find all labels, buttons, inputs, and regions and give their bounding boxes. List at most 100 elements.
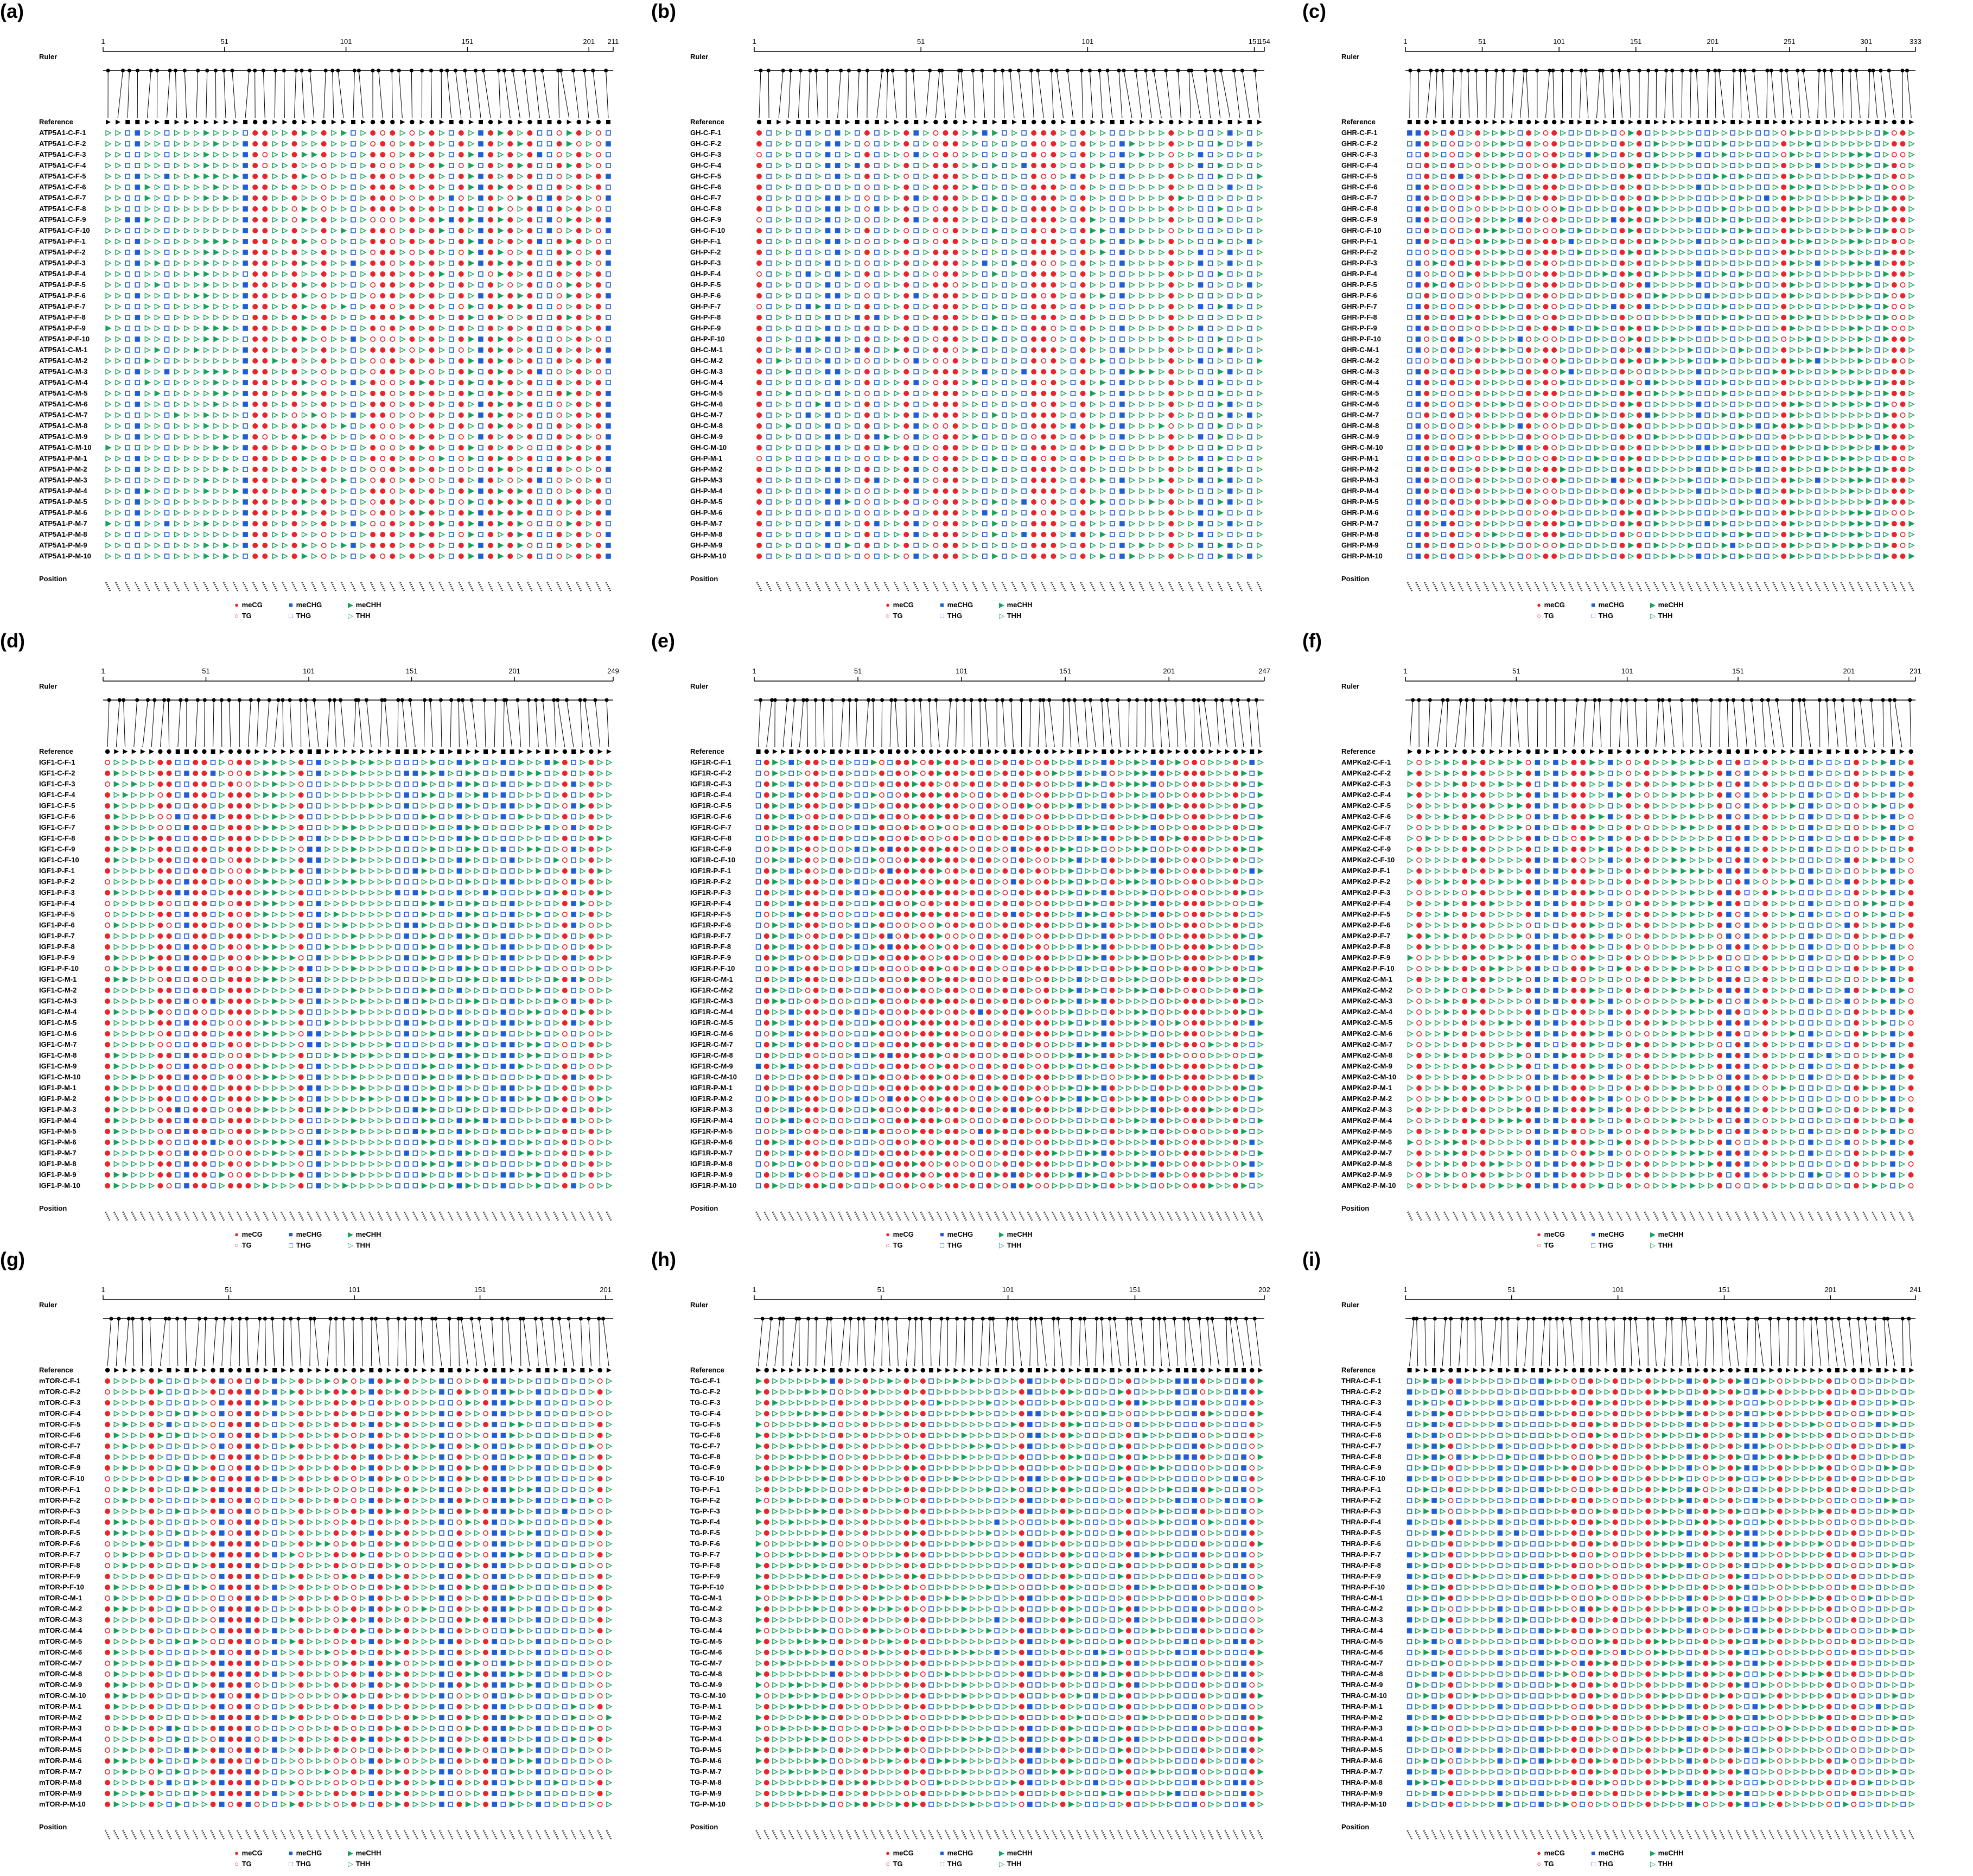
site-chg-unmethylated — [478, 380, 483, 385]
site-chh-unmethylated — [1060, 151, 1067, 158]
site-dot — [1435, 68, 1439, 73]
site-cg-methylated — [943, 401, 949, 407]
site-chh-methylated — [203, 292, 210, 299]
site-cg-methylated — [291, 455, 297, 461]
sample-row-label: ATP5A1-C-M-2 — [39, 357, 87, 365]
site-chh-unmethylated — [194, 227, 200, 234]
site-cg-unmethylated — [933, 336, 939, 342]
site-cg-methylated — [380, 173, 386, 179]
site-chh-methylated — [144, 217, 151, 223]
site-chh-methylated — [1100, 477, 1106, 484]
site-cg-methylated — [252, 531, 258, 537]
site-chh-unmethylated — [183, 303, 190, 310]
site-chg-unmethylated — [805, 260, 811, 266]
site-chh-unmethylated — [1188, 173, 1194, 180]
site-chh-unmethylated — [786, 466, 792, 473]
site-chg-unmethylated — [546, 423, 552, 429]
sample-row — [756, 347, 1263, 353]
reference-site — [816, 119, 821, 125]
site-chh-unmethylated — [962, 303, 969, 310]
site-chh-unmethylated — [815, 531, 822, 538]
site-dot — [1670, 68, 1675, 73]
site-chh-unmethylated — [972, 401, 979, 408]
site-chg-methylated — [1119, 412, 1125, 418]
reference-site — [341, 119, 346, 125]
position-mark — [340, 582, 347, 592]
site-chg-unmethylated — [537, 532, 543, 537]
site-cg-methylated — [903, 162, 909, 168]
site-chg-unmethylated — [982, 543, 988, 548]
reference-site — [1179, 119, 1184, 125]
site-chg-methylated — [1227, 412, 1233, 418]
site-chh-unmethylated — [923, 520, 930, 527]
site-chh-unmethylated — [1060, 195, 1067, 201]
site-chh-unmethylated — [923, 303, 930, 310]
site-chh-unmethylated — [301, 520, 308, 527]
site-chh-unmethylated — [341, 390, 347, 397]
position-mark — [962, 582, 968, 592]
site-chh-methylated — [517, 292, 524, 299]
site-chg-unmethylated — [855, 174, 860, 179]
site-chg-unmethylated — [874, 250, 880, 255]
site-chh-methylated — [1090, 499, 1097, 505]
site-chh-unmethylated — [115, 162, 122, 169]
site-chh-unmethylated — [962, 553, 969, 559]
site-cg-methylated — [252, 325, 258, 331]
site-chg-unmethylated — [766, 369, 772, 374]
site-chh-unmethylated — [194, 162, 200, 169]
reference-site — [874, 120, 879, 124]
site-cg-unmethylated — [390, 195, 396, 201]
site-chh-unmethylated — [1237, 477, 1244, 484]
site-chg-methylated — [606, 141, 611, 147]
site-chh-methylated — [272, 358, 278, 364]
sample-row — [756, 173, 1263, 180]
site-cg-methylated — [507, 141, 513, 147]
site-chh-unmethylated — [1188, 292, 1194, 299]
site-chh-methylated — [884, 434, 890, 440]
site-chh-unmethylated — [272, 260, 278, 266]
site-cg-unmethylated — [409, 195, 415, 201]
site-chh-methylated — [1217, 379, 1224, 386]
site-chh-methylated — [566, 520, 573, 527]
site-dot — [453, 68, 457, 73]
site-chh-unmethylated — [962, 141, 969, 147]
site-chg-methylated — [478, 402, 483, 407]
site-cg-methylated — [933, 531, 939, 537]
site-chg-methylated — [478, 174, 483, 179]
site-cg-methylated — [1041, 217, 1047, 222]
site-cg-unmethylated — [864, 217, 870, 222]
site-cg-unmethylated — [1041, 292, 1047, 298]
site-chh-methylated — [213, 249, 220, 256]
site-chh-unmethylated — [786, 282, 792, 288]
site-chg-unmethylated — [1207, 250, 1213, 255]
site-chg-unmethylated — [537, 412, 543, 418]
site-cg-methylated — [527, 130, 533, 136]
site-chg-unmethylated — [1227, 174, 1233, 179]
site-chh-unmethylated — [233, 184, 239, 190]
site-chg-unmethylated — [243, 336, 248, 342]
site-cg-methylated — [291, 249, 297, 255]
site-chh-unmethylated — [923, 499, 930, 505]
site-chh-unmethylated — [566, 173, 573, 180]
site-chh-unmethylated — [776, 271, 782, 277]
site-chh-unmethylated — [786, 358, 792, 364]
site-chh-unmethylated — [884, 477, 890, 484]
site-cg-methylated — [756, 444, 762, 450]
site-chh-unmethylated — [223, 412, 230, 418]
site-chh-unmethylated — [815, 368, 822, 375]
position-mark — [164, 582, 170, 592]
position-mark — [114, 582, 121, 592]
site-cg-methylated — [252, 412, 258, 418]
site-cg-methylated — [943, 184, 949, 190]
site-chh-unmethylated — [272, 325, 278, 332]
site-cg-methylated — [576, 401, 582, 407]
site-chh-unmethylated — [1237, 325, 1244, 332]
site-cg-methylated — [380, 249, 386, 255]
site-chh-unmethylated — [105, 455, 112, 462]
site-chg-methylated — [606, 434, 611, 440]
site-chg-methylated — [982, 130, 988, 136]
site-chh-unmethylated — [1129, 303, 1136, 310]
site-chg-methylated — [874, 315, 880, 320]
site-cg-methylated — [380, 510, 386, 516]
position-mark — [566, 582, 572, 592]
